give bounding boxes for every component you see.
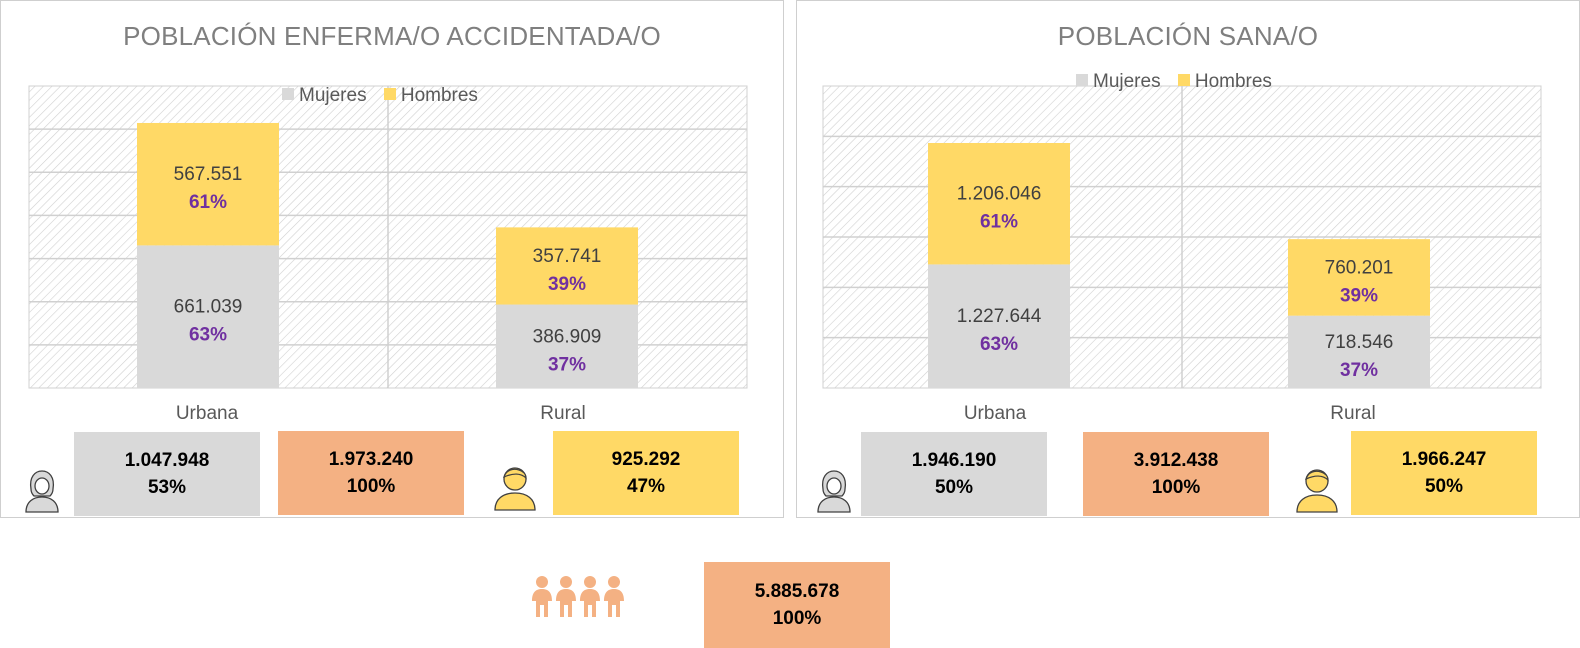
legend-swatch-mujeres [1076,73,1088,86]
legend-swatch-hombres [1177,73,1190,86]
summary-total-box: 1.973.240 100% [278,431,464,515]
data-label-pct: 39% [548,274,586,295]
data-label-pct: 61% [980,212,1018,233]
summary-mujeres-pct: 53% [147,477,187,498]
legend-label-hombres: Hombres [1194,71,1272,92]
bar-mujeres-rural [496,304,638,388]
summary-total-pct: 100% [346,476,396,497]
legend-item-hombres: Hombres [383,85,478,106]
data-label-value: 357.741 [533,246,602,267]
stacked-bar-chart-enferma: 661.039 63% 567.551 61% 386.909 37% 357.741 39% [28,85,748,389]
data-label-value: 567.551 [174,164,243,185]
group-people-icon [532,576,624,617]
chart-panel-sana: POBLACIÓN SANA/O 1.227.644 63% 1.206.046 61… [796,0,1580,518]
legend-label-mujeres: Mujeres [1093,71,1161,92]
bar-mujeres-urbana [137,245,279,388]
legend-item-hombres: Hombres [1177,71,1272,92]
x-tick-label-urbana: Urbana [175,403,239,424]
legend-label-mujeres: Mujeres [299,85,367,106]
x-tick-label-urbana: Urbana [963,403,1027,424]
chart-title: POBLACIÓN SANA/O [1057,21,1319,51]
data-label-pct: 37% [548,354,586,375]
legend-item-mujeres: Mujeres [1076,71,1161,92]
data-label-value: 661.039 [174,297,243,318]
chart-title: POBLACIÓN ENFERMA/O ACCIDENTADA/O [123,21,661,51]
data-label-value: 1.227.644 [957,306,1042,327]
chart-legend: Mujeres Hombres [1076,71,1284,93]
summary-mujeres-box: 1.946.190 50% [861,432,1047,516]
chart-panel-enferma: POBLACIÓN ENFERMA/O ACCIDENTADA/O 661.03… [0,0,784,518]
female-person-icon [25,470,59,513]
male-person-icon [1296,469,1338,513]
grand-total-pct: 100% [772,608,822,629]
bar-mujeres-rural [1288,315,1430,388]
legend-label-hombres: Hombres [400,85,478,106]
male-person-icon [494,467,536,511]
summary-mujeres-value: 1.946.190 [911,450,997,471]
summary-hombres-box: 925.292 47% [553,431,739,515]
legend-item-mujeres: Mujeres [282,85,367,106]
bar-hombres-urbana [137,122,279,246]
summary-hombres-pct: 47% [626,476,666,497]
grand-total-value: 5.885.678 [754,581,840,602]
data-label-pct: 63% [980,334,1018,355]
data-label-value: 718.546 [1325,332,1394,353]
data-label-pct: 37% [1340,360,1378,381]
summary-total-pct: 100% [1151,477,1201,498]
female-person-icon [817,470,851,513]
grand-total-box: 5.885.678 100% [704,562,890,648]
data-label-pct: 63% [189,325,227,346]
data-label-value: 760.201 [1325,257,1394,278]
bar-hombres-rural [496,227,638,305]
bar-hombres-urbana [928,143,1070,265]
data-label-pct: 39% [1340,285,1378,306]
chart-legend: Mujeres Hombres [282,85,490,107]
stacked-bar-chart-sana: 1.227.644 63% 1.206.046 61% 718.546 37% 760.20… [822,85,1542,389]
summary-total-value: 3.912.438 [1133,450,1219,471]
summary-total-box: 3.912.438 100% [1083,432,1269,516]
legend-swatch-hombres [383,87,396,100]
summary-mujeres-pct: 50% [934,477,974,498]
legend-swatch-mujeres [282,87,294,100]
x-tick-label-rural: Rural [540,403,586,424]
summary-hombres-pct: 50% [1424,476,1464,497]
summary-mujeres-box: 1.047.948 53% [74,432,260,516]
data-label-value: 386.909 [533,326,602,347]
summary-mujeres-value: 1.047.948 [124,450,210,471]
bar-mujeres-urbana [928,264,1070,388]
summary-hombres-box: 1.966.247 50% [1351,431,1537,515]
data-label-value: 1.206.046 [957,184,1042,205]
summary-hombres-value: 1.966.247 [1401,449,1487,470]
summary-total-value: 1.973.240 [328,449,414,470]
data-label-pct: 61% [189,192,227,213]
summary-hombres-value: 925.292 [611,449,681,470]
bar-hombres-rural [1288,239,1430,316]
x-tick-label-rural: Rural [1330,403,1376,424]
